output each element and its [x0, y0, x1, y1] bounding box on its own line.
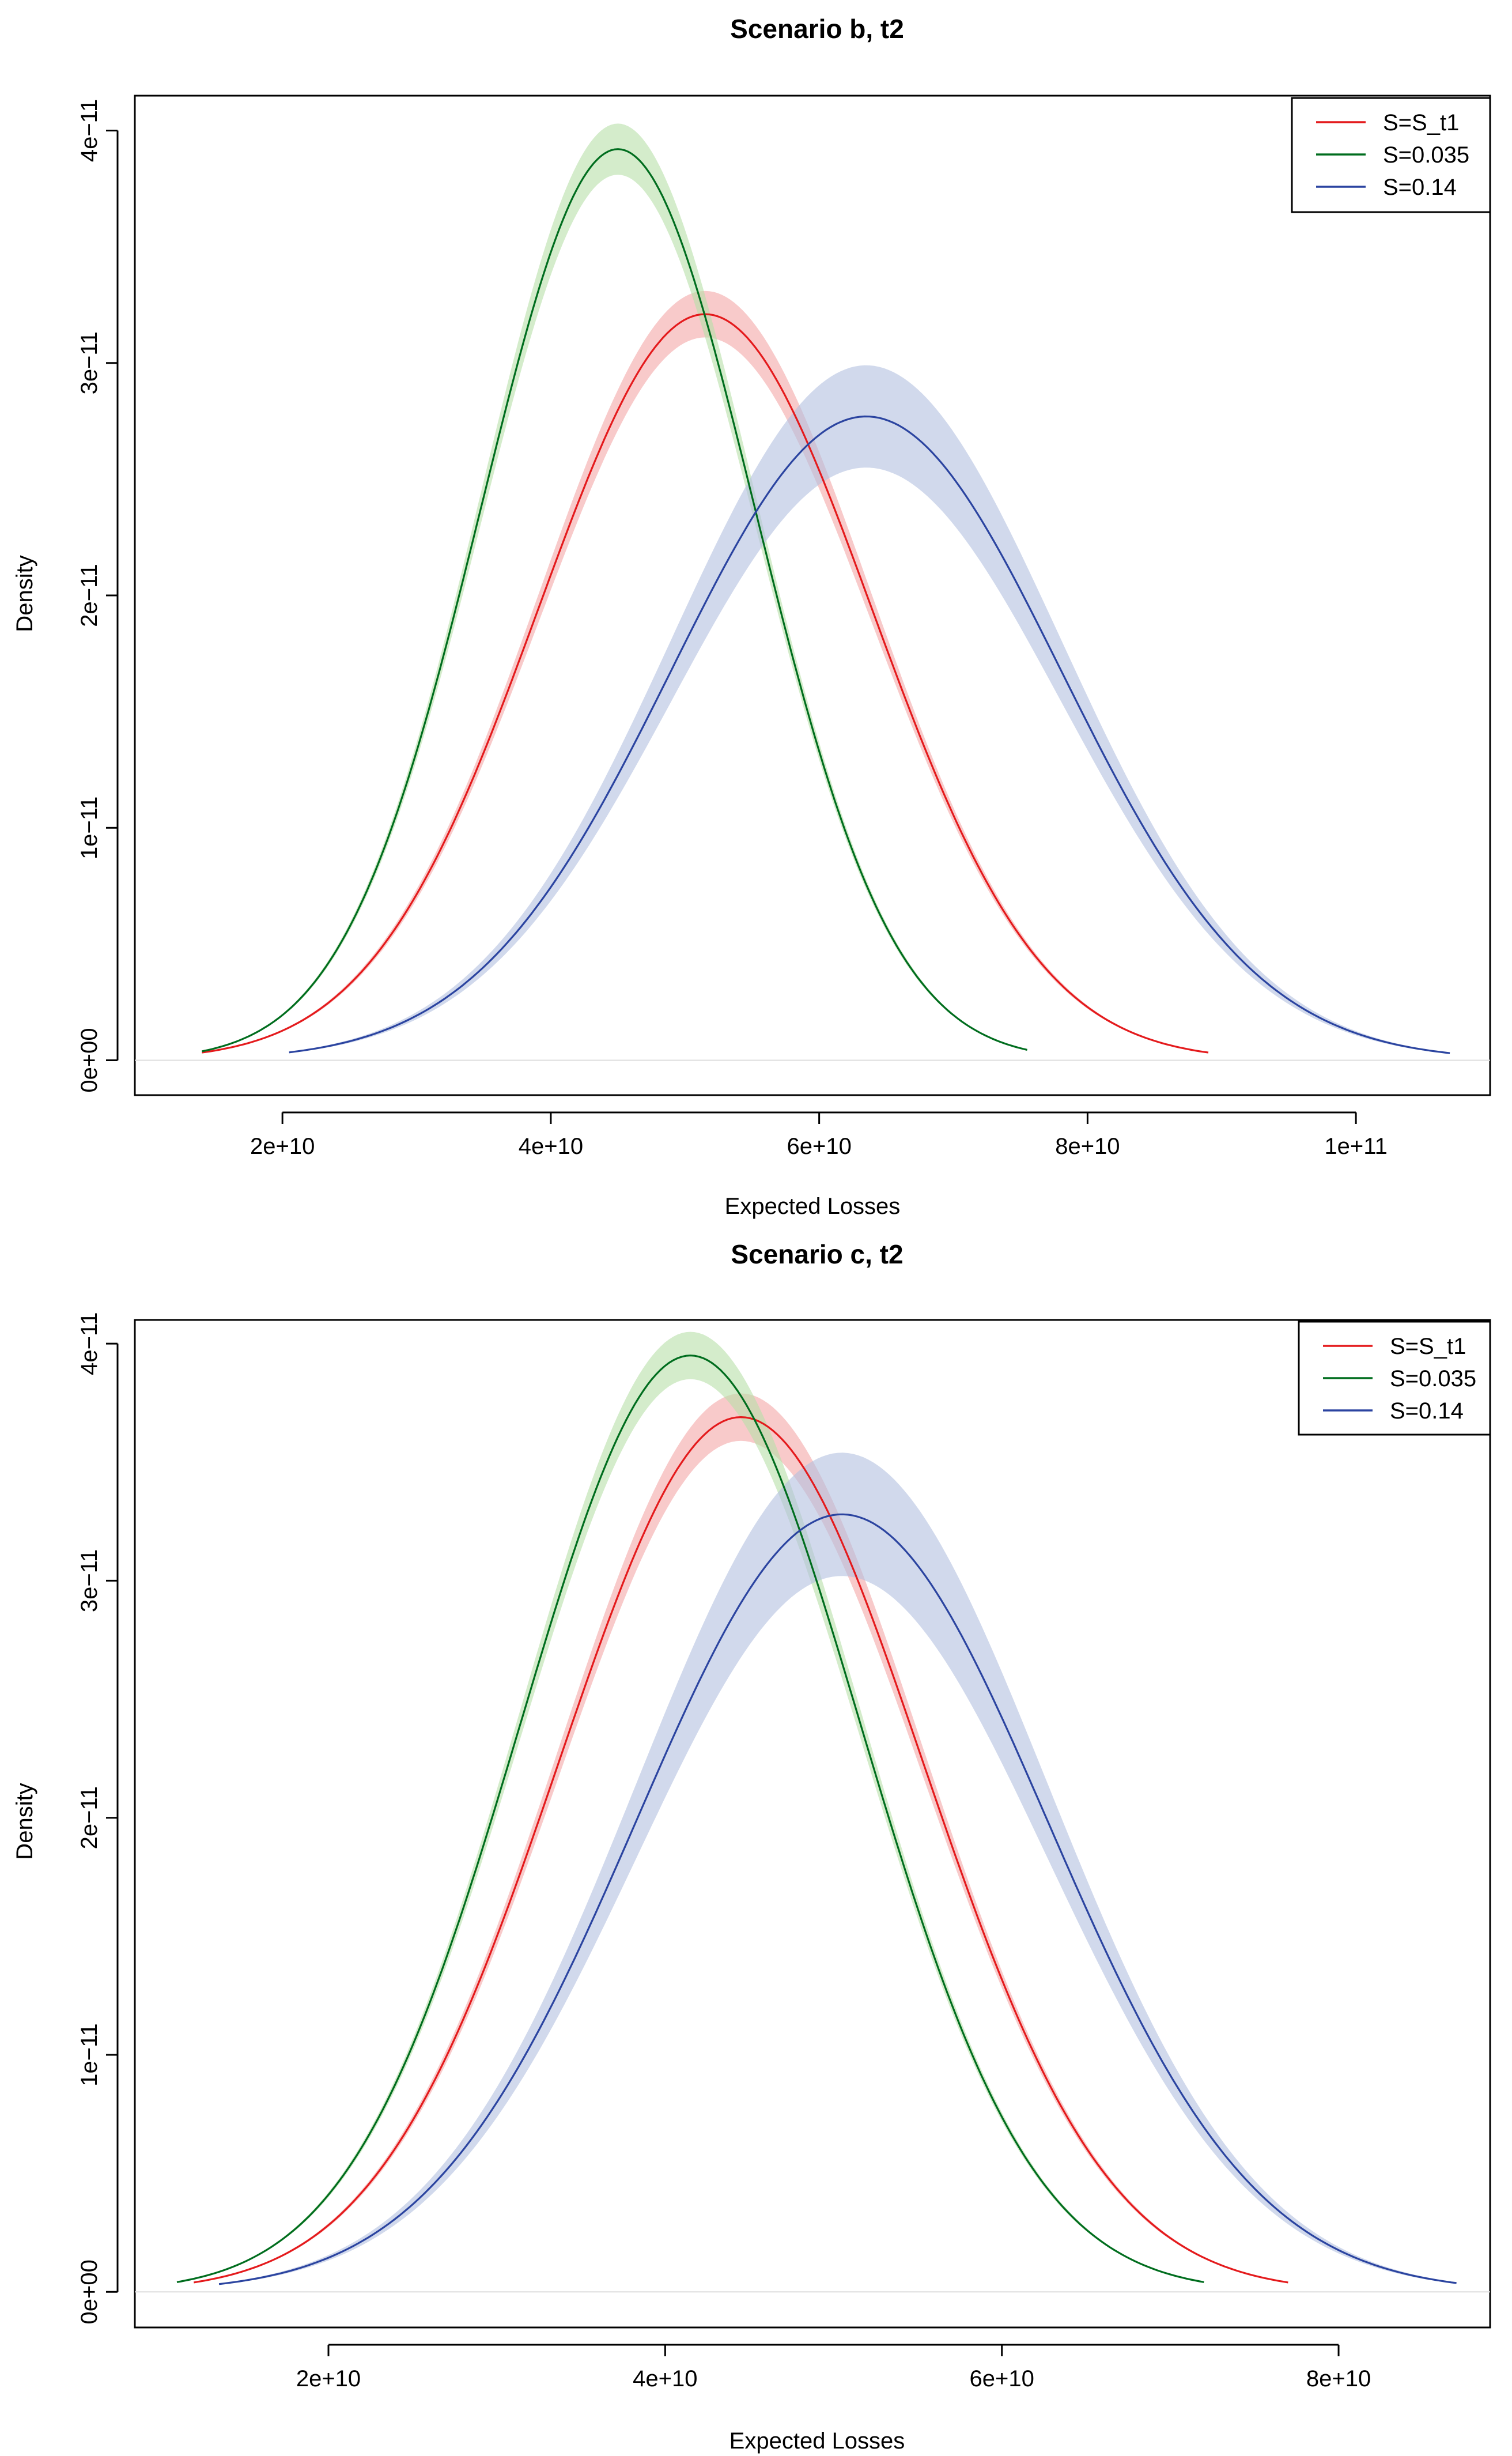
legend-label: S=0.035 [1383, 142, 1469, 168]
legend-label: S=S_t1 [1383, 110, 1459, 135]
confidence-band [194, 1393, 1288, 2283]
x-axis: 2e+10 4e+10 6e+10 8e+10 1e+11 [250, 1111, 1388, 1159]
y-axis: 0e+00 1e−11 2e−11 3e−11 4e−11 [77, 99, 119, 1093]
x-tick-label: 6e+10 [970, 2366, 1034, 2391]
x-tick-label: 8e+10 [1055, 1134, 1120, 1159]
x-tick-label: 1e+11 [1324, 1134, 1387, 1159]
legend-label: S=0.035 [1390, 1366, 1476, 1391]
legend-label: S=0.14 [1390, 1398, 1464, 1424]
y-tick-label: 2e−11 [77, 564, 102, 627]
legend: S=S_t1 S=0.035 S=0.14 [1298, 1321, 1491, 1436]
y-tick-label: 3e−11 [77, 331, 102, 394]
x-axis-label: Expected Losses [725, 1194, 901, 1219]
chart-title: Scenario b, t2 [730, 14, 904, 44]
density-lines [176, 1355, 1457, 2285]
density-line [176, 1355, 1204, 2283]
confidence-bands [135, 1331, 1490, 2293]
confidence-band [289, 365, 1450, 1054]
chart-panel-b: Scenario b, t2 2e+10 4e+10 6e+10 8e+10 1e+11… [12, 14, 1491, 1219]
chart-panel-c: Scenario c, t2 2e+10 4e+10 6e+10 8e+10 0e+0… [12, 1239, 1491, 2454]
y-tick-label: 2e−11 [77, 1786, 102, 1849]
y-axis: 0e+00 1e−11 2e−11 3e−11 4e−11 [77, 1312, 119, 2324]
plot-box [134, 95, 1491, 1096]
density-line [202, 148, 1027, 1052]
y-axis-label: Density [12, 555, 37, 632]
density-line [289, 415, 1450, 1054]
x-tick-label: 2e+10 [250, 1134, 315, 1159]
y-tick-label: 4e−11 [77, 99, 102, 162]
y-tick-label: 3e−11 [77, 1549, 102, 1612]
x-tick-label: 4e+10 [633, 2366, 697, 2391]
x-axis-label: Expected Losses [729, 2428, 905, 2454]
x-tick-label: 2e+10 [296, 2366, 361, 2391]
legend: S=S_t1 S=0.035 S=0.14 [1291, 97, 1491, 213]
confidence-bands [135, 123, 1490, 1061]
x-tick-label: 4e+10 [519, 1134, 583, 1159]
plot-box [134, 1319, 1491, 2329]
y-tick-label: 1e−11 [77, 2023, 102, 2086]
y-tick-label: 1e−11 [77, 797, 102, 859]
density-lines [202, 148, 1450, 1054]
density-line [194, 1416, 1288, 2284]
chart-title: Scenario c, t2 [731, 1239, 903, 1269]
confidence-band [219, 1453, 1457, 2285]
legend-label: S=S_t1 [1390, 1334, 1466, 1359]
legend-label: S=0.14 [1383, 175, 1457, 200]
x-tick-label: 8e+10 [1306, 2366, 1371, 2391]
x-tick-label: 6e+10 [787, 1134, 851, 1159]
y-axis-label: Density [12, 1783, 37, 1859]
confidence-band [202, 123, 1027, 1052]
x-axis: 2e+10 4e+10 6e+10 8e+10 [296, 2344, 1371, 2391]
density-line [218, 1513, 1457, 2285]
y-tick-label: 0e+00 [77, 2259, 102, 2324]
y-tick-label: 0e+00 [77, 1028, 102, 1092]
y-tick-label: 4e−11 [77, 1312, 102, 1375]
